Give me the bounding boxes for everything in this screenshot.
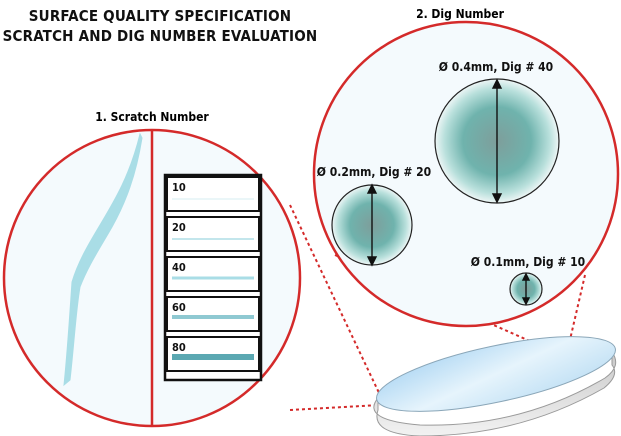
scratch-level-label: 20 <box>172 221 186 234</box>
dig-heading: 2. Dig Number <box>416 7 505 21</box>
scratch-level-label: 40 <box>172 261 186 274</box>
dig-samples: Ø 0.4mm, Dig # 40 Ø 0.2mm, Dig # 20 Ø 0.… <box>317 60 585 306</box>
connector-left-lower <box>289 404 381 411</box>
scratch-level-label: 10 <box>172 181 186 194</box>
title-line-1: SURFACE QUALITY SPECIFICATION <box>28 7 292 25</box>
scratch-standards-panel: 10 20 40 60 80 <box>163 173 263 382</box>
dig-label-20: Ø 0.2mm, Dig # 20 <box>317 165 431 179</box>
connector-left-upper <box>289 204 381 396</box>
title-line-2: SCRATCH AND DIG NUMBER EVALUATION <box>2 27 318 45</box>
dig-label-40: Ø 0.4mm, Dig # 40 <box>439 60 553 74</box>
connector-right-lower <box>565 274 586 358</box>
scratch-heading: 1. Scratch Number <box>95 110 209 124</box>
scratch-sample <box>63 132 143 387</box>
scratch-level-label: 60 <box>172 301 186 314</box>
scratch-level-label: 80 <box>172 341 186 354</box>
lens-illustration <box>373 336 617 436</box>
dig-label-10: Ø 0.1mm, Dig # 10 <box>471 255 585 269</box>
